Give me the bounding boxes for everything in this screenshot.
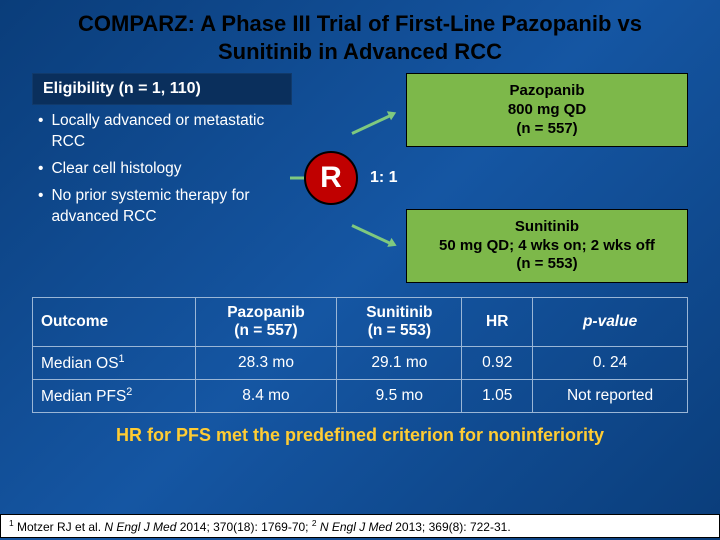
cell-hr: 1.05 [462, 380, 533, 413]
col-hr: HR [462, 298, 533, 347]
cell-outcome: Median OS1 [33, 347, 196, 380]
ref1-journal: N Engl J Med [104, 520, 179, 534]
arrow-out-bottom-icon [351, 224, 390, 244]
table-row: Median PFS2 8.4 mo 9.5 mo 1.05 Not repor… [33, 380, 688, 413]
cell-sun: 9.5 mo [337, 380, 462, 413]
cell-p: 0. 24 [533, 347, 688, 380]
ref2-cite: 2013; 369(8): 722-31. [395, 520, 510, 534]
eligibility-item-text: Locally advanced or metastatic RCC [51, 111, 292, 153]
randomization-column: R 1: 1 [304, 73, 394, 283]
col-sunitinib: Sunitinib(n = 553) [337, 298, 462, 347]
arm-sunitinib: Sunitinib50 mg QD; 4 wks on; 2 wks off(n… [406, 209, 688, 283]
ref2-journal: N Engl J Med [317, 520, 396, 534]
outcome-ref: 1 [119, 353, 125, 365]
table-header-row: Outcome Pazopanib(n = 557) Sunitinib(n =… [33, 298, 688, 347]
cell-paz: 8.4 mo [195, 380, 337, 413]
outcome-name: Median OS [41, 355, 119, 372]
eligibility-item-text: No prior systemic therapy for advanced R… [51, 186, 292, 228]
cell-hr: 0.92 [462, 347, 533, 380]
eligibility-item-text: Clear cell histology [51, 159, 181, 180]
footnote: 1 Motzer RJ et al. N Engl J Med 2014; 37… [0, 514, 720, 538]
arrow-out-top-icon [351, 114, 390, 134]
ref1-authors: Motzer RJ et al. [14, 520, 105, 534]
col-pvalue: p-value [533, 298, 688, 347]
arms-column: Pazopanib800 mg QD(n = 557) Sunitinib50 … [406, 73, 688, 283]
outcome-name: Median PFS [41, 388, 126, 405]
cell-p: Not reported [533, 380, 688, 413]
cell-paz: 28.3 mo [195, 347, 337, 380]
arm-pazopanib: Pazopanib800 mg QD(n = 557) [406, 73, 688, 147]
randomization-ratio: 1: 1 [370, 169, 398, 187]
col-pazopanib: Pazopanib(n = 557) [195, 298, 337, 347]
eligibility-list: •Locally advanced or metastatic RCC •Cle… [32, 111, 292, 228]
eligibility-column: Eligibility (n = 1, 110) •Locally advanc… [32, 73, 292, 283]
conclusion-text: HR for PFS met the predefined criterion … [0, 413, 720, 446]
randomize-circle: R [304, 151, 358, 205]
list-item: •Locally advanced or metastatic RCC [38, 111, 292, 153]
cell-outcome: Median PFS2 [33, 380, 196, 413]
list-item: •Clear cell histology [38, 159, 292, 180]
outcomes-table: Outcome Pazopanib(n = 557) Sunitinib(n =… [32, 297, 688, 413]
table-row: Median OS1 28.3 mo 29.1 mo 0.92 0. 24 [33, 347, 688, 380]
ref1-cite: 2014; 370(18): 1769-70; [180, 520, 312, 534]
slide-title: COMPARZ: A Phase III Trial of First-Line… [0, 0, 720, 73]
cell-sun: 29.1 mo [337, 347, 462, 380]
col-outcome: Outcome [33, 298, 196, 347]
pvalue-label: p-value [583, 313, 637, 330]
list-item: •No prior systemic therapy for advanced … [38, 186, 292, 228]
outcomes-table-wrap: Outcome Pazopanib(n = 557) Sunitinib(n =… [0, 283, 720, 413]
eligibility-header: Eligibility (n = 1, 110) [32, 73, 292, 105]
outcome-ref: 2 [126, 386, 132, 398]
trial-diagram: Eligibility (n = 1, 110) •Locally advanc… [0, 73, 720, 283]
